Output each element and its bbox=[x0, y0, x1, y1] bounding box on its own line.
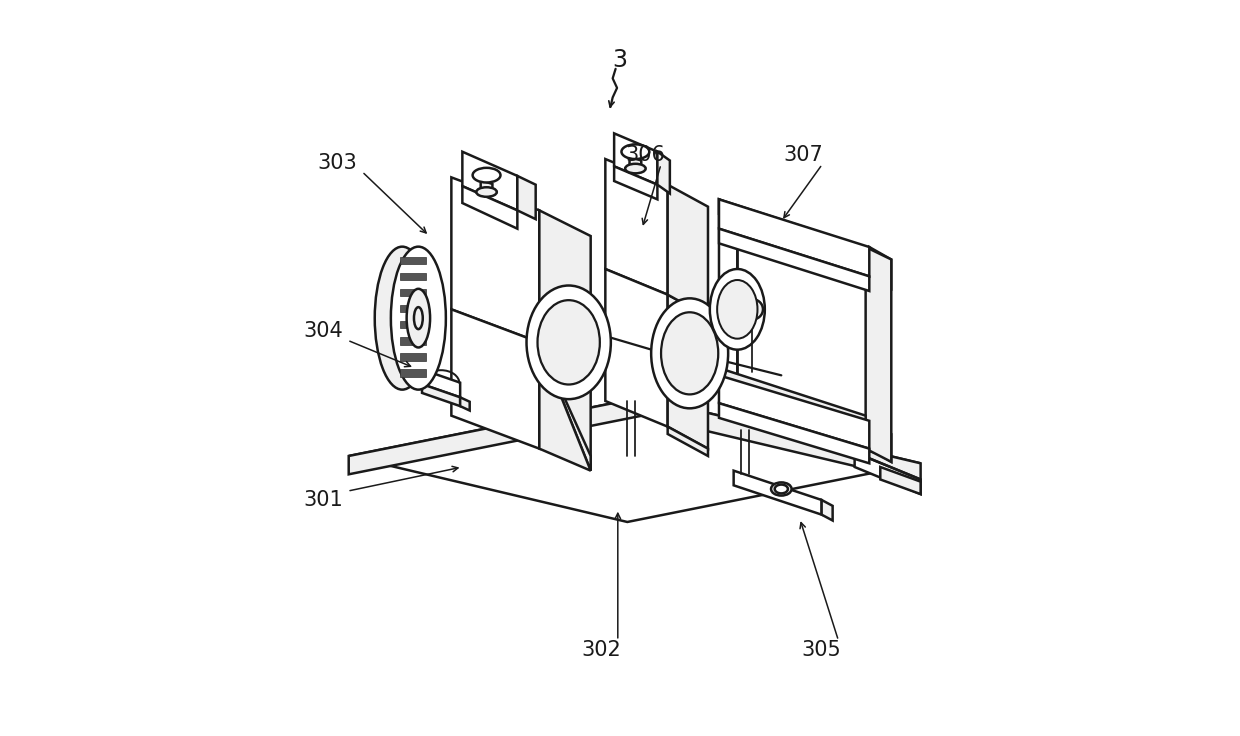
Text: 305: 305 bbox=[802, 640, 842, 660]
Polygon shape bbox=[517, 176, 536, 219]
Polygon shape bbox=[460, 397, 470, 411]
Ellipse shape bbox=[621, 144, 650, 159]
Ellipse shape bbox=[374, 247, 430, 389]
Text: 302: 302 bbox=[582, 640, 621, 660]
Polygon shape bbox=[719, 199, 869, 276]
Polygon shape bbox=[719, 375, 869, 449]
Ellipse shape bbox=[391, 247, 446, 389]
Ellipse shape bbox=[651, 298, 728, 408]
Polygon shape bbox=[719, 199, 866, 262]
Polygon shape bbox=[869, 247, 892, 289]
Polygon shape bbox=[869, 421, 892, 462]
Polygon shape bbox=[614, 133, 657, 185]
Text: 303: 303 bbox=[317, 152, 357, 173]
Ellipse shape bbox=[476, 187, 497, 197]
Polygon shape bbox=[539, 342, 590, 470]
Polygon shape bbox=[401, 321, 425, 328]
Polygon shape bbox=[605, 159, 667, 294]
Polygon shape bbox=[642, 397, 920, 481]
Ellipse shape bbox=[709, 269, 765, 350]
Ellipse shape bbox=[472, 168, 501, 183]
Polygon shape bbox=[667, 294, 708, 449]
Polygon shape bbox=[719, 368, 866, 431]
Ellipse shape bbox=[407, 289, 430, 347]
Text: 3: 3 bbox=[613, 48, 627, 72]
Polygon shape bbox=[401, 369, 425, 377]
Polygon shape bbox=[719, 199, 738, 375]
Polygon shape bbox=[866, 247, 892, 462]
Ellipse shape bbox=[661, 312, 718, 394]
Text: 301: 301 bbox=[303, 490, 343, 510]
Polygon shape bbox=[667, 427, 708, 456]
Polygon shape bbox=[481, 180, 492, 194]
Polygon shape bbox=[401, 272, 425, 280]
Ellipse shape bbox=[742, 299, 763, 319]
Ellipse shape bbox=[527, 286, 611, 399]
Polygon shape bbox=[422, 384, 460, 406]
Polygon shape bbox=[348, 397, 642, 474]
Polygon shape bbox=[657, 152, 670, 194]
Polygon shape bbox=[734, 470, 822, 514]
Polygon shape bbox=[401, 289, 425, 296]
Polygon shape bbox=[539, 210, 590, 470]
Text: 304: 304 bbox=[303, 322, 343, 342]
Polygon shape bbox=[630, 157, 641, 170]
Polygon shape bbox=[401, 257, 425, 264]
Polygon shape bbox=[463, 186, 517, 229]
Polygon shape bbox=[667, 185, 708, 316]
Ellipse shape bbox=[537, 300, 600, 384]
Polygon shape bbox=[401, 305, 425, 312]
Text: 306: 306 bbox=[626, 146, 666, 166]
Ellipse shape bbox=[771, 482, 791, 495]
Polygon shape bbox=[539, 342, 590, 470]
Ellipse shape bbox=[625, 164, 646, 174]
Polygon shape bbox=[401, 353, 425, 361]
Polygon shape bbox=[614, 166, 657, 199]
Polygon shape bbox=[719, 403, 869, 464]
Text: 307: 307 bbox=[784, 146, 823, 166]
Polygon shape bbox=[605, 269, 667, 427]
Polygon shape bbox=[854, 453, 920, 494]
Polygon shape bbox=[401, 337, 425, 344]
Polygon shape bbox=[451, 177, 539, 342]
Polygon shape bbox=[463, 152, 517, 210]
Polygon shape bbox=[822, 500, 832, 520]
Ellipse shape bbox=[775, 484, 787, 493]
Polygon shape bbox=[719, 229, 869, 291]
Ellipse shape bbox=[414, 307, 423, 329]
Ellipse shape bbox=[717, 280, 758, 339]
Polygon shape bbox=[348, 397, 920, 522]
Polygon shape bbox=[451, 309, 539, 449]
Polygon shape bbox=[422, 369, 460, 397]
Polygon shape bbox=[880, 467, 920, 494]
